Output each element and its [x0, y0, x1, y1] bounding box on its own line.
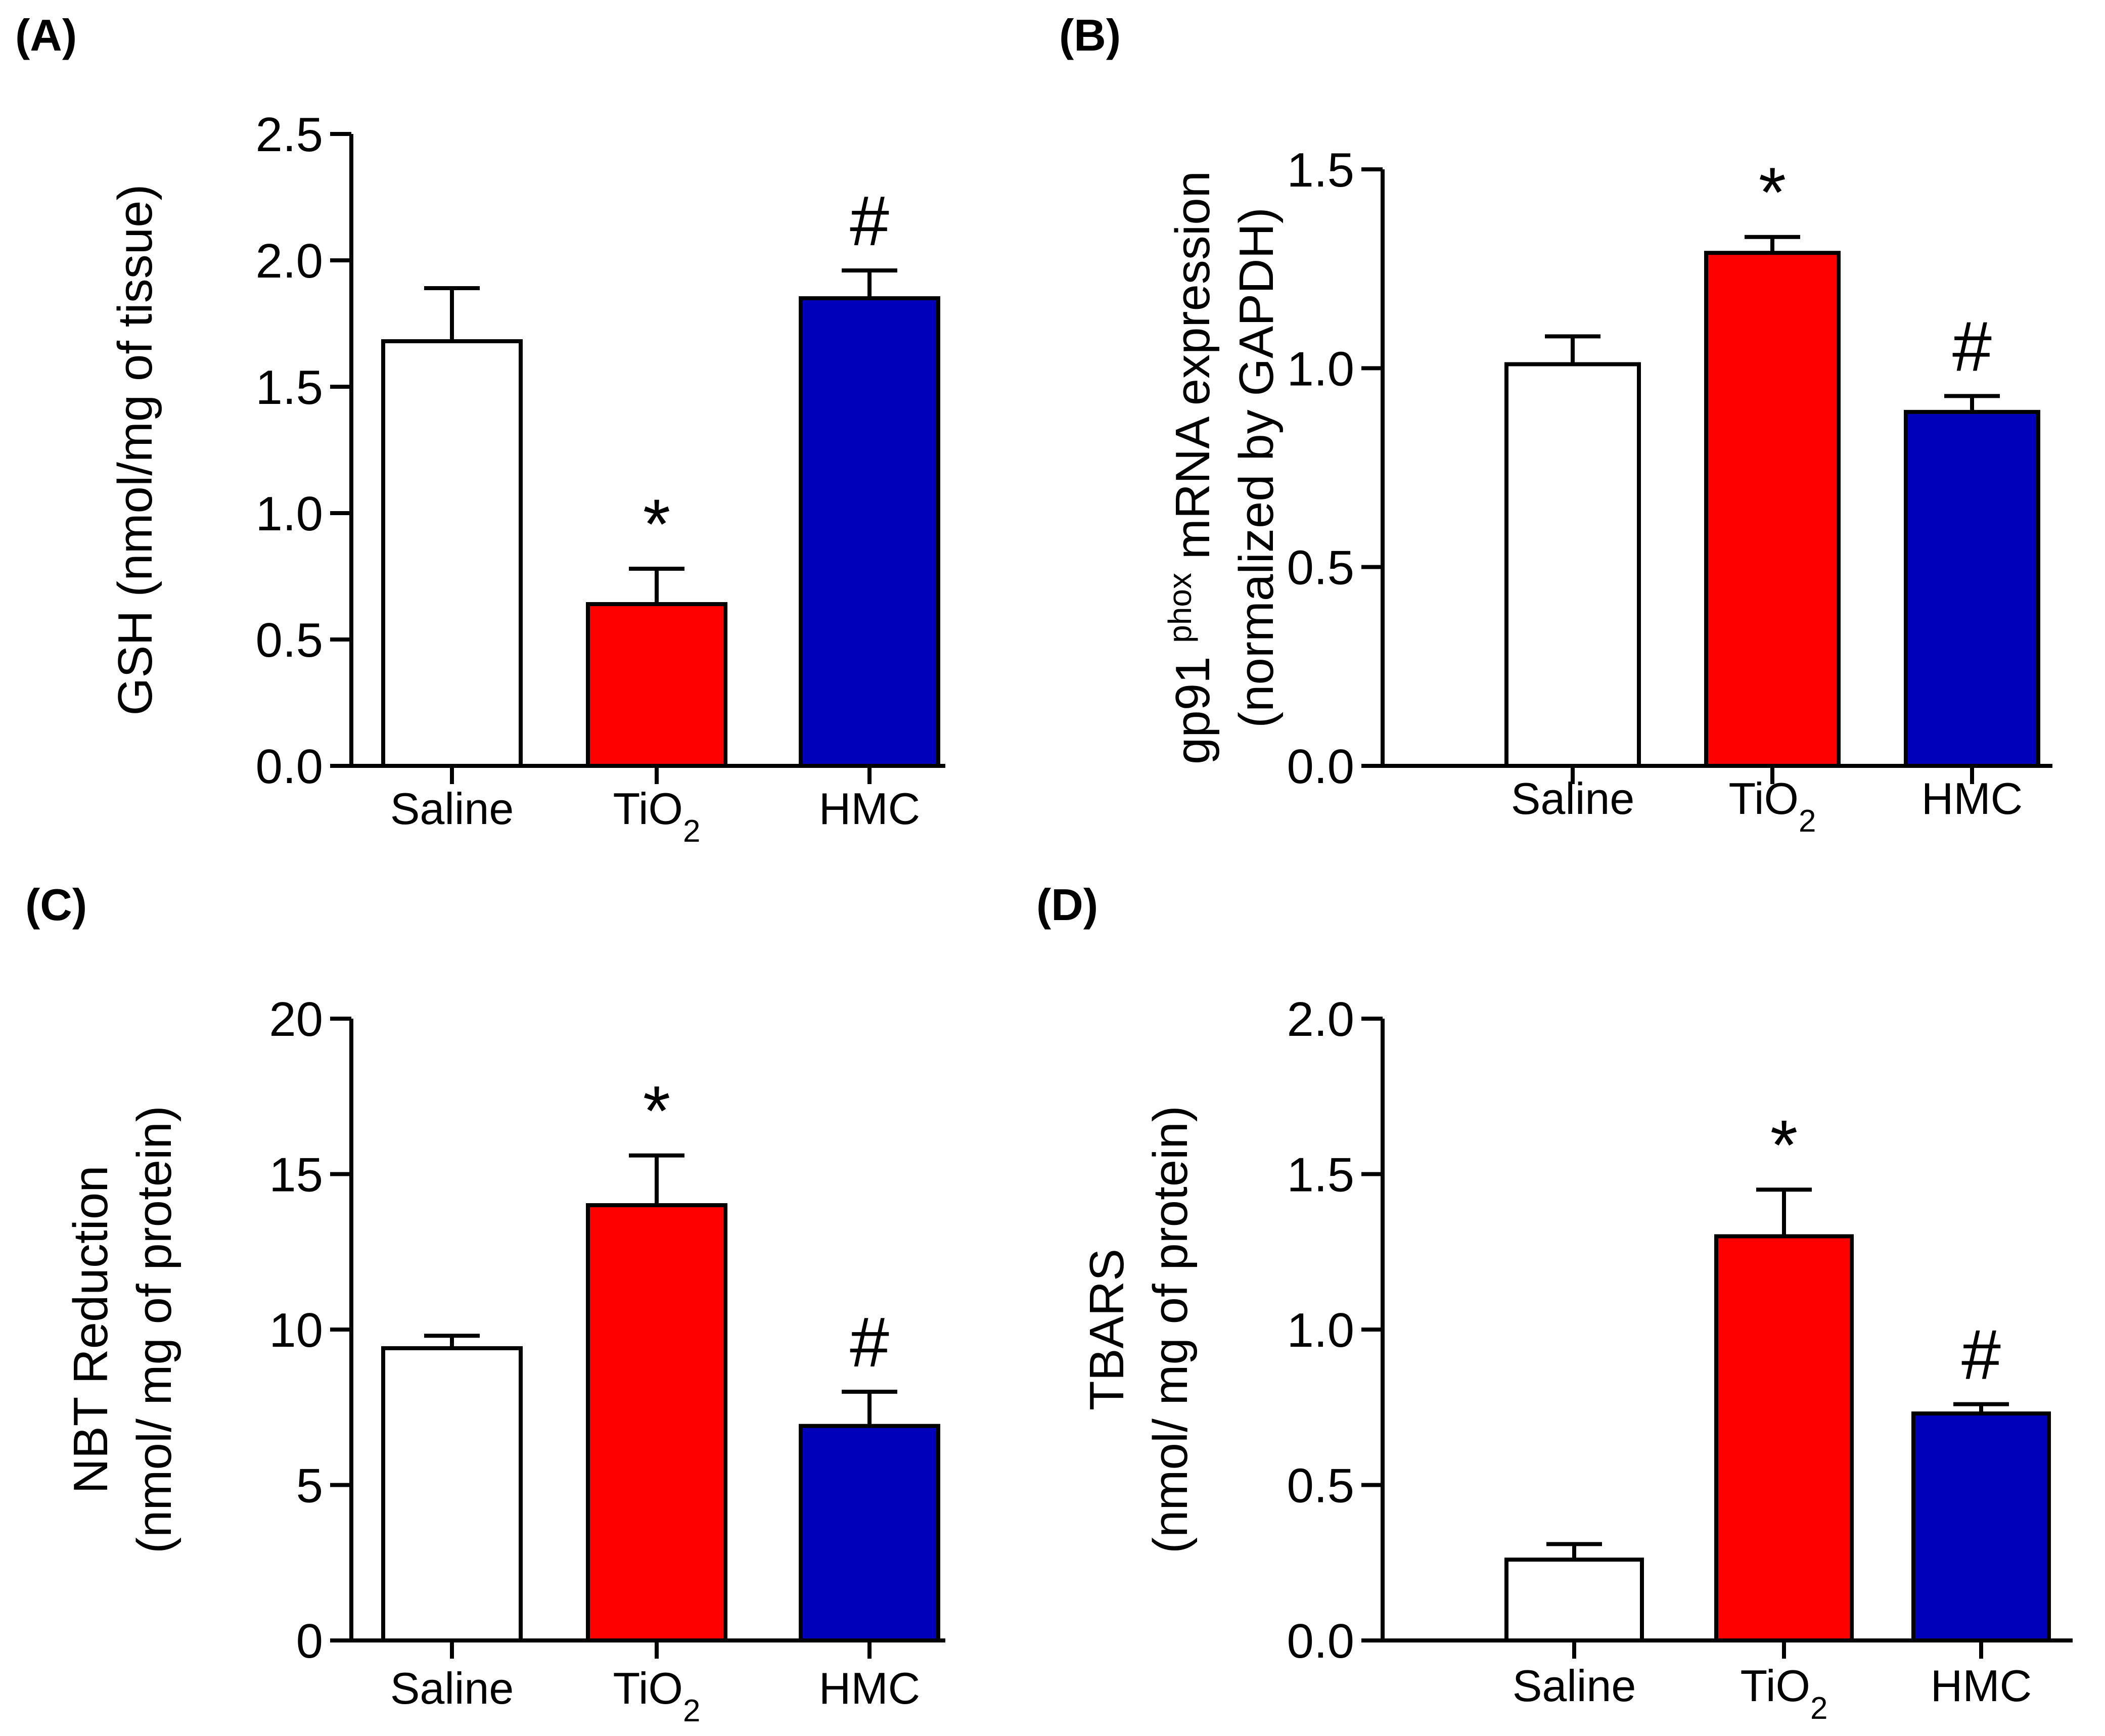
- significance-mark: *: [1770, 1105, 1798, 1184]
- bar-saline: [1504, 1558, 1644, 1643]
- significance-mark: #: [850, 181, 889, 260]
- chart-panel-3: (C) 0 5 10 15 20 Saline TiO2 * HMC # NBT Reduction(…: [25, 880, 945, 1728]
- y-tick-label: 1.0: [1287, 1303, 1354, 1357]
- significance-mark: #: [1952, 306, 1992, 386]
- y-tick-label: 1.0: [1287, 342, 1354, 396]
- bar-saline: [381, 1346, 523, 1642]
- y-axis-title: (normalized by GAPDH): [1229, 207, 1284, 728]
- bar-saline: [381, 339, 523, 768]
- y-tick-label: 2.0: [256, 234, 323, 288]
- y-tick-label: 10: [269, 1303, 323, 1357]
- y-tick-label: 15: [269, 1148, 323, 1202]
- category-label: Saline: [390, 1663, 514, 1713]
- category-label: TiO2: [1729, 773, 1816, 839]
- y-tick-label: 2.0: [1287, 992, 1354, 1046]
- panel-label: (C): [25, 880, 87, 930]
- bar-tio2: [1704, 251, 1841, 768]
- category-label: Saline: [1513, 1661, 1636, 1711]
- category-label: Saline: [1511, 773, 1635, 824]
- significance-mark: #: [1961, 1315, 2001, 1394]
- category-label: HMC: [1931, 1661, 2032, 1711]
- category-label: Saline: [390, 784, 514, 834]
- category-label: HMC: [819, 1663, 920, 1713]
- category-label: TiO2: [613, 1663, 701, 1728]
- bar-hmc: [1904, 409, 2040, 768]
- y-axis-title: NBT Reduction: [64, 1165, 118, 1493]
- bar-hmc: [799, 1424, 940, 1642]
- category-label: HMC: [1921, 773, 2023, 824]
- panel-label: (B): [1059, 10, 1121, 60]
- y-tick-label: 0.0: [256, 740, 323, 794]
- significance-mark: *: [643, 1071, 670, 1151]
- panel-label: (A): [15, 10, 77, 60]
- y-tick-label: 2.5: [256, 108, 323, 162]
- bar-hmc: [799, 296, 940, 768]
- y-axis-title: GSH (nmol/mg of tissue): [108, 185, 162, 716]
- bar-hmc: [1911, 1411, 2051, 1643]
- category-label: TiO2: [613, 784, 701, 849]
- y-axis-title: (nmol/ mg of protein): [1143, 1106, 1198, 1554]
- y-tick-label: 0.5: [1287, 1459, 1354, 1513]
- significance-mark: *: [1759, 153, 1786, 232]
- y-tick-label: 20: [269, 992, 323, 1046]
- category-label: TiO2: [1741, 1661, 1828, 1726]
- bar-tio2: [1714, 1234, 1854, 1642]
- chart-panel-4: (D) 0.0 0.5 1.0 1.5 2.0 Saline TiO2 * HMC # TBARS (n…: [1036, 880, 2073, 1726]
- y-tick-label: 0: [296, 1614, 323, 1668]
- category-label: HMC: [819, 784, 920, 834]
- chart-panel-2: (B) 0.0 0.5 1.0 1.5 Saline TiO2 * HMC # gp91 phox …: [1059, 10, 2052, 839]
- y-axis-title: gp91 phox mRNA expression: [1162, 171, 1220, 764]
- bar-tio2: [586, 1203, 727, 1642]
- y-tick-label: 0.0: [1287, 1614, 1354, 1668]
- y-tick-label: 1.5: [256, 360, 323, 415]
- y-tick-label: 1.0: [256, 487, 323, 541]
- bar-tio2: [586, 602, 727, 768]
- y-tick-label: 0.0: [1287, 740, 1354, 794]
- y-tick-label: 0.5: [256, 613, 323, 667]
- y-axis-title: TBARS: [1080, 1249, 1134, 1410]
- chart-panel-1: (A) 0.0 0.5 1.0 1.5 2.0 2.5 Saline TiO2 * HMC # GSH …: [15, 10, 945, 849]
- bar-saline: [1504, 362, 1641, 768]
- y-axis-title: (nmol/ mg of protein): [127, 1106, 181, 1554]
- y-tick-label: 1.5: [1287, 143, 1354, 197]
- significance-mark: *: [643, 484, 670, 564]
- y-tick-label: 1.5: [1287, 1148, 1354, 1202]
- significance-mark: #: [850, 1302, 889, 1382]
- y-tick-label: 5: [296, 1459, 323, 1513]
- panel-label: (D): [1036, 880, 1098, 930]
- y-tick-label: 0.5: [1287, 541, 1354, 595]
